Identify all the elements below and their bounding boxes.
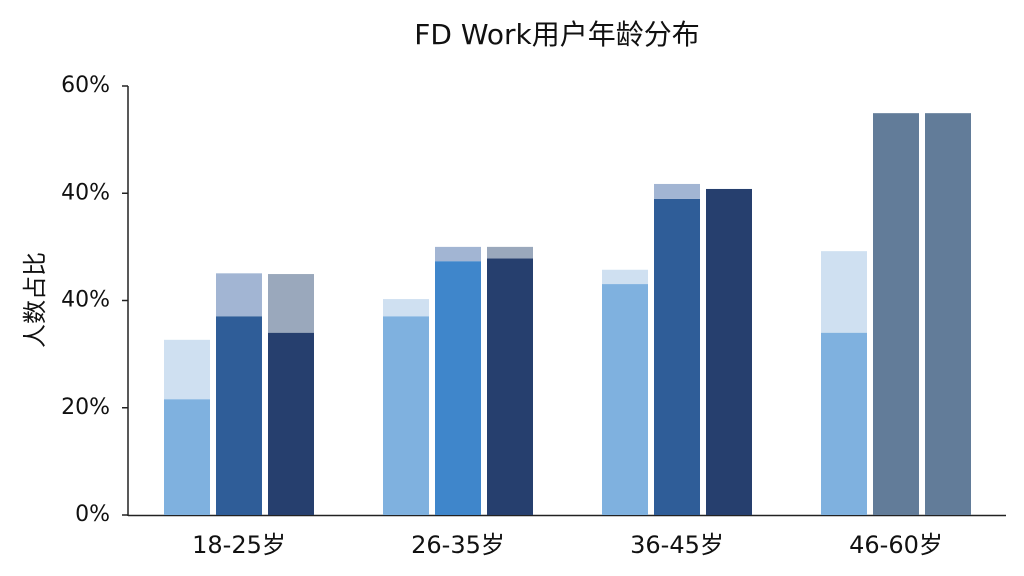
bar-segment [821,332,867,515]
y-axis-label: 人数占比 [21,252,49,348]
bar-segment [925,113,971,516]
bar-segment [216,273,262,317]
y-tick-label: 40% [61,288,110,313]
bar-segment [268,274,314,333]
bar-segment [216,316,262,515]
x-tick-label: 26-35岁 [411,531,505,559]
chart-title: FD Work用户年龄分布 [414,18,699,51]
bar-segment [873,113,919,516]
bar-segment [654,183,700,199]
bar-segment [602,284,648,515]
bar-segment [164,339,210,400]
bar-segment [706,188,752,515]
y-tick-label: 60% [61,73,110,98]
bar-segment [164,399,210,515]
bar-segment [383,316,429,515]
bar-segment [435,246,481,262]
bar-segment [654,198,700,515]
bar-segment [383,299,429,317]
bar-segment [487,246,533,259]
bar-segment [602,269,648,285]
bar-segment [268,332,314,515]
y-tick-label: 40% [61,180,110,205]
x-tick-label: 36-45岁 [630,531,724,559]
y-tick-label: 0% [75,502,110,527]
x-tick-label: 18-25岁 [192,531,286,559]
bar-segment [821,251,867,333]
bar-segment [435,261,481,515]
x-tick-label: 46-60岁 [849,531,943,559]
y-tick-label: 20% [61,395,110,420]
bar-segment [487,258,533,515]
